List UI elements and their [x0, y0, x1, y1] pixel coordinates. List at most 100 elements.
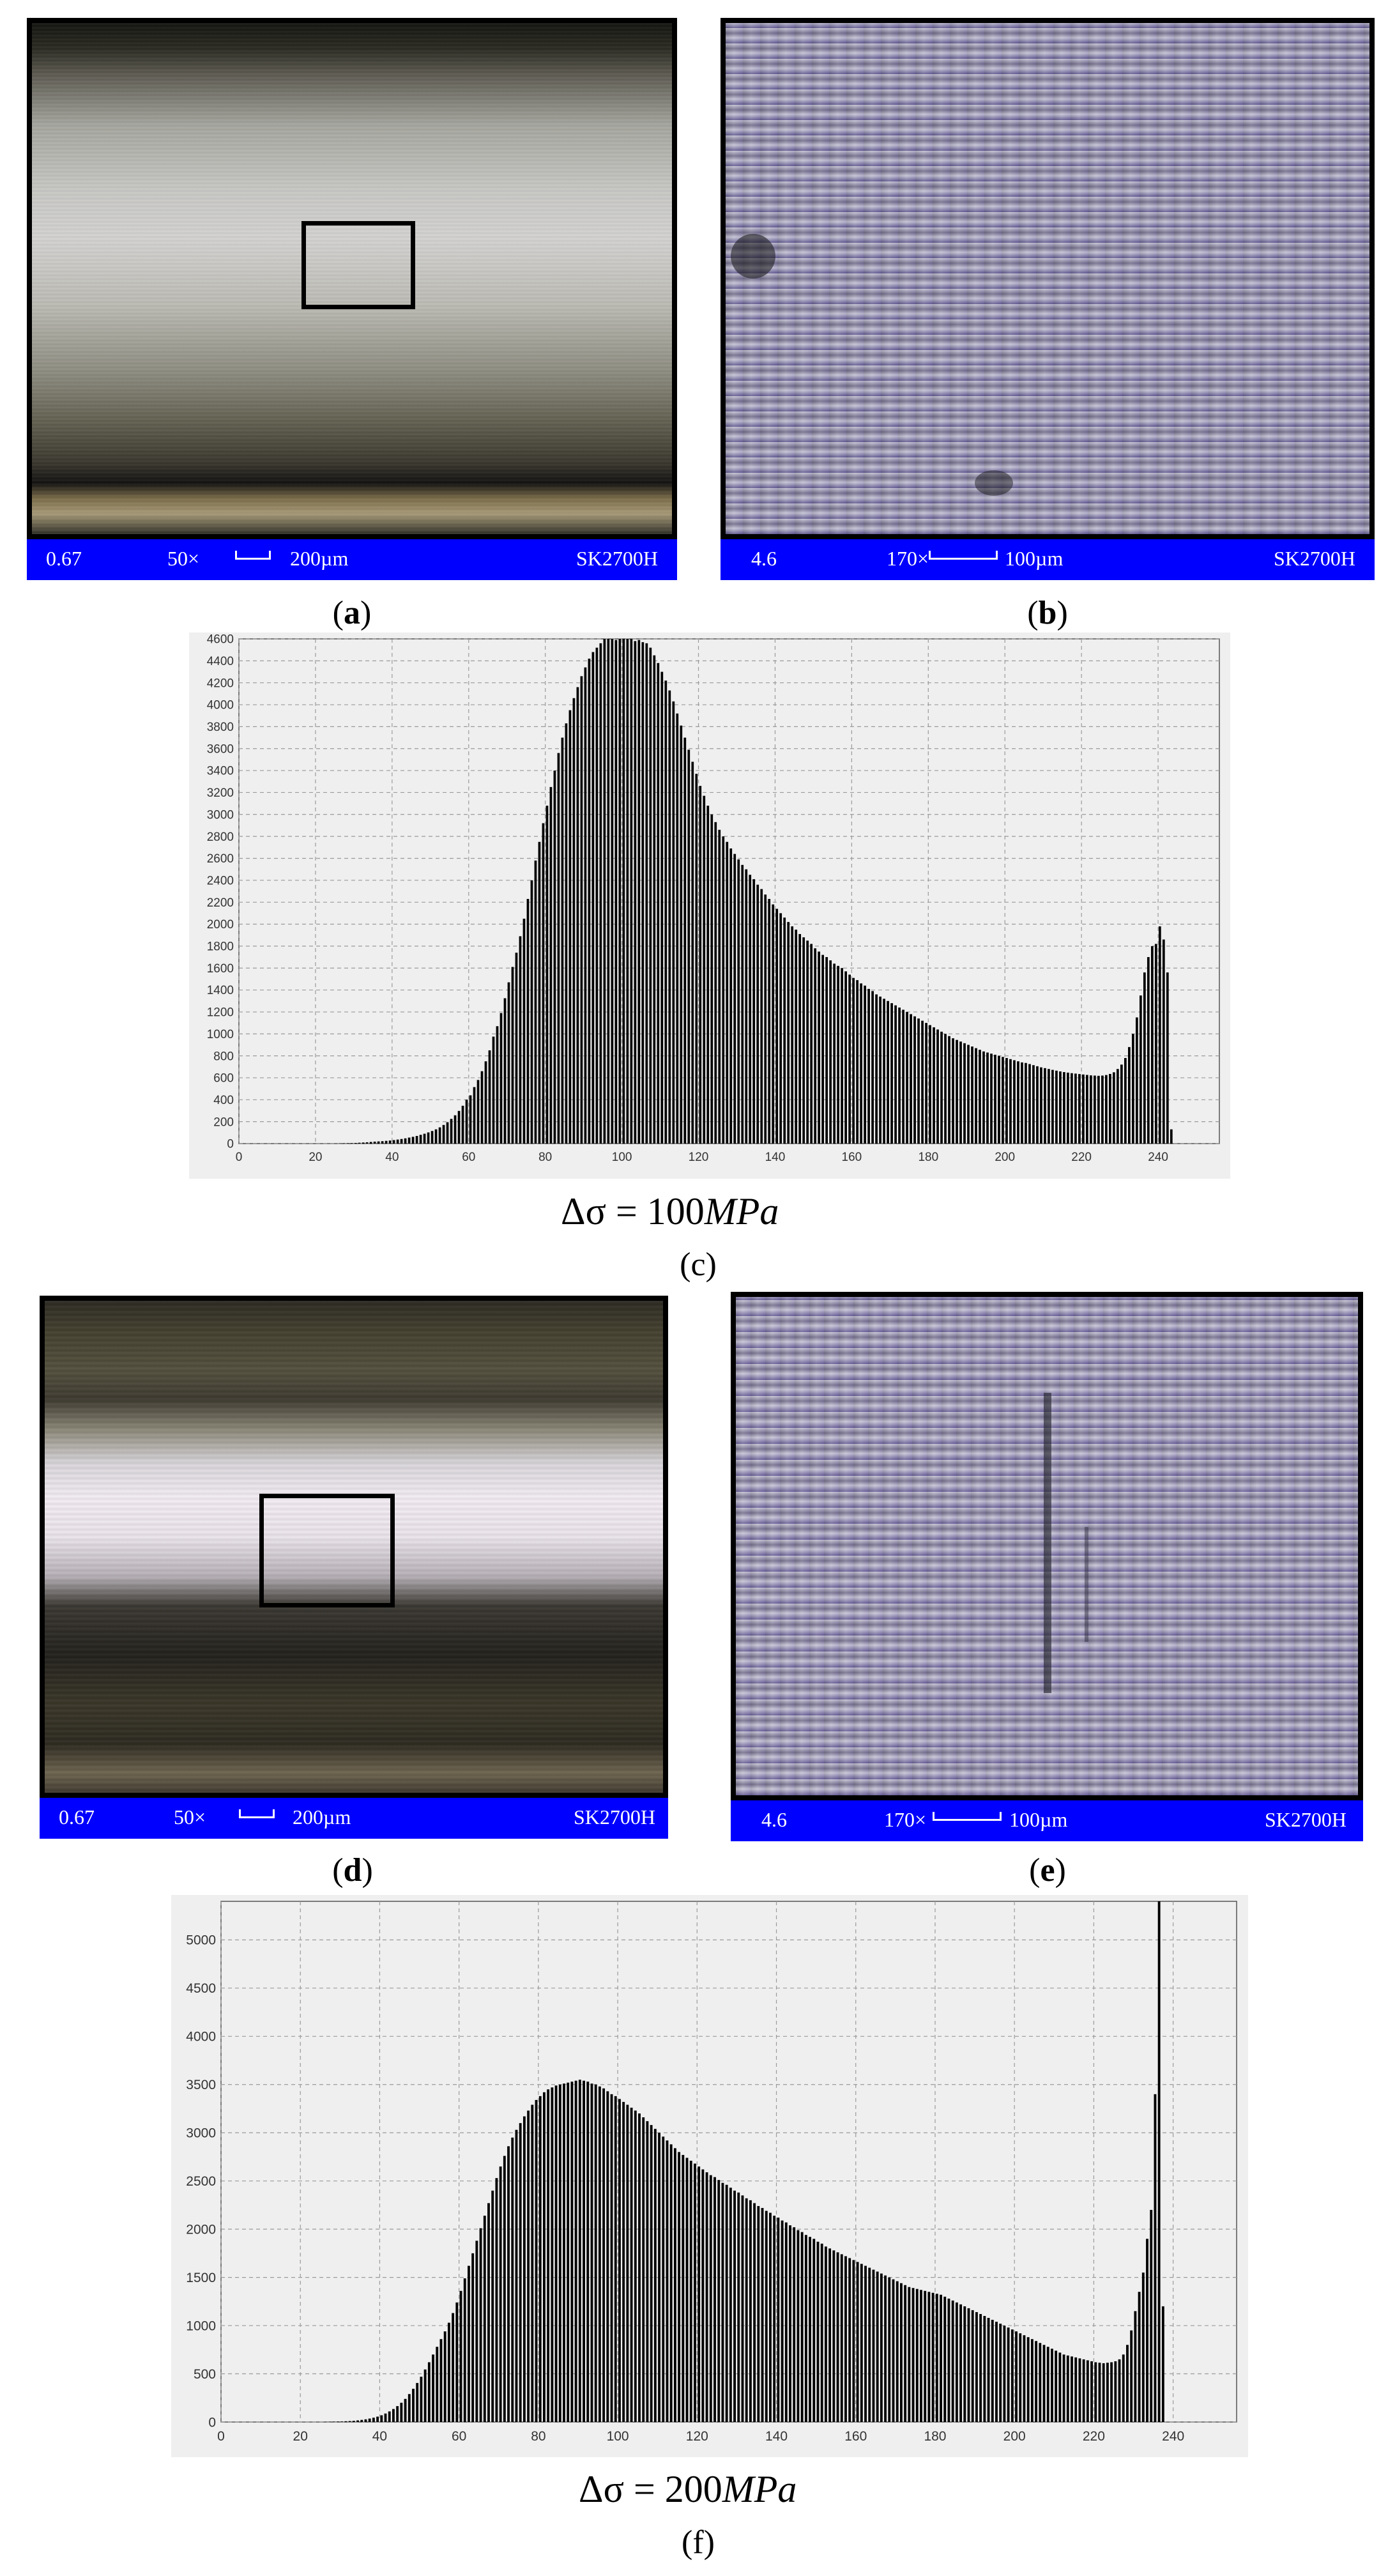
histogram-bar	[979, 2313, 982, 2422]
histogram-bar	[549, 786, 553, 1144]
histogram-bar	[999, 2324, 1002, 2422]
histogram-bar	[840, 2254, 843, 2422]
histogram-bar	[787, 922, 790, 1144]
histogram-bar	[551, 2087, 554, 2422]
histogram-bar	[561, 737, 564, 1144]
x-tick-label: 20	[309, 1151, 322, 1164]
histogram-f: 0 20 40 60 80 100 120 140 160 180 200 220 240 0 500 100…	[186, 1901, 1237, 2444]
histogram-bar	[634, 641, 637, 1144]
info-value: 4.6	[751, 547, 777, 570]
histogram-bar	[695, 774, 698, 1144]
histogram-bar	[947, 2298, 950, 2422]
histogram-bar	[570, 2082, 574, 2422]
histogram-bar	[1143, 972, 1146, 1144]
histogram-bar	[666, 2140, 669, 2422]
histogram-bar	[685, 2158, 689, 2422]
x-tick-label: 240	[1148, 1151, 1168, 1164]
histogram-bar	[676, 713, 679, 1144]
histogram-bar	[1090, 1075, 1092, 1144]
histogram-bar	[848, 974, 851, 1144]
histogram-bar	[783, 917, 786, 1144]
histogram-bar	[634, 2110, 637, 2422]
histogram-bar	[765, 2211, 768, 2422]
x-tick-label: 240	[1162, 2429, 1184, 2444]
histogram-bar	[725, 2184, 728, 2422]
histogram-bar	[1082, 1074, 1085, 1144]
histogram-bar	[491, 2190, 494, 2422]
histogram-bar	[668, 690, 671, 1144]
histogram-bar	[979, 1050, 981, 1144]
histogram-bar	[1117, 1069, 1119, 1144]
histogram-bar	[967, 1045, 970, 1144]
histogram-bar	[745, 2198, 748, 2422]
histogram-bar	[337, 2421, 339, 2422]
histogram-bar	[752, 879, 756, 1144]
caption-e: (e)	[1029, 1852, 1066, 1889]
histogram-bar	[507, 982, 510, 1144]
histogram-bar	[427, 1132, 430, 1144]
histogram-bar	[698, 2166, 701, 2422]
histogram-bar	[721, 2182, 724, 2422]
histogram-bar	[1150, 946, 1154, 1144]
histogram-bar	[706, 806, 710, 1144]
histogram-bar	[480, 1071, 484, 1144]
y-tick-label: 1000	[207, 1028, 234, 1041]
histogram-bar	[611, 639, 614, 1144]
histogram-bar	[798, 933, 802, 1144]
histogram-bar	[797, 2230, 800, 2422]
histogram-bar	[868, 2267, 871, 2422]
histogram-bar	[824, 2246, 827, 2422]
histogram-bar	[553, 770, 556, 1144]
histogram-bar	[929, 1025, 931, 1144]
histogram-bar	[404, 1138, 407, 1144]
histogram-bar	[927, 2292, 931, 2422]
x-tick-label: 160	[842, 1151, 862, 1164]
histogram-bar	[935, 2294, 938, 2422]
x-tick-label: 80	[538, 1151, 552, 1164]
histogram-bar	[867, 988, 870, 1144]
histogram-bar	[705, 2172, 708, 2422]
histogram-bar	[434, 1129, 438, 1144]
histogram-bar	[1154, 944, 1157, 1144]
histogram-bar	[888, 2277, 891, 2422]
histogram-bar	[998, 1055, 1000, 1144]
histogram-bar	[457, 1110, 461, 1144]
histogram-bar	[944, 1034, 947, 1144]
histogram-bar	[718, 829, 721, 1144]
y-tick-label: 2000	[207, 918, 234, 931]
histogram-bar	[769, 2212, 772, 2422]
histogram-bar	[844, 971, 847, 1144]
histogram-bar	[925, 1023, 927, 1144]
histogram-bar	[860, 983, 862, 1144]
histogram-bar	[1032, 1065, 1035, 1144]
histogram-bar	[599, 643, 602, 1144]
histogram-bar	[531, 2104, 534, 2422]
histogram-bar	[1110, 2362, 1113, 2422]
y-tick-label: 1200	[207, 1006, 234, 1020]
histogram-bar	[473, 1087, 476, 1144]
histogram-bar	[496, 1026, 499, 1144]
histogram-bar	[896, 2281, 899, 2422]
histogram-f-frame: 0 20 40 60 80 100 120 140 160 180 200 220 240 0 500 100…	[171, 1895, 1248, 2457]
histogram-bar	[1120, 1064, 1123, 1144]
histogram-bar	[488, 1050, 491, 1144]
histogram-bar	[346, 1143, 349, 1144]
histogram-bar	[598, 2086, 601, 2422]
histogram-bar	[568, 710, 572, 1144]
histogram-bar	[594, 2084, 597, 2422]
histogram-bar	[821, 954, 825, 1144]
y-tick-label: 3400	[207, 765, 234, 778]
histogram-bar	[1039, 2343, 1042, 2422]
histogram-bar	[1013, 1060, 1016, 1144]
histogram-bar	[1106, 2363, 1109, 2422]
histogram-bar	[1021, 1062, 1023, 1144]
histogram-bar	[356, 2420, 359, 2422]
histogram-bar	[687, 749, 690, 1144]
histogram-bar	[864, 2266, 867, 2422]
y-tick-label: 2800	[207, 831, 234, 844]
histogram-bar	[576, 687, 579, 1144]
histogram-bar	[1066, 2355, 1069, 2422]
histogram-bar	[775, 908, 779, 1144]
histogram-bar	[1067, 1072, 1069, 1144]
histogram-bar	[1074, 2357, 1078, 2422]
